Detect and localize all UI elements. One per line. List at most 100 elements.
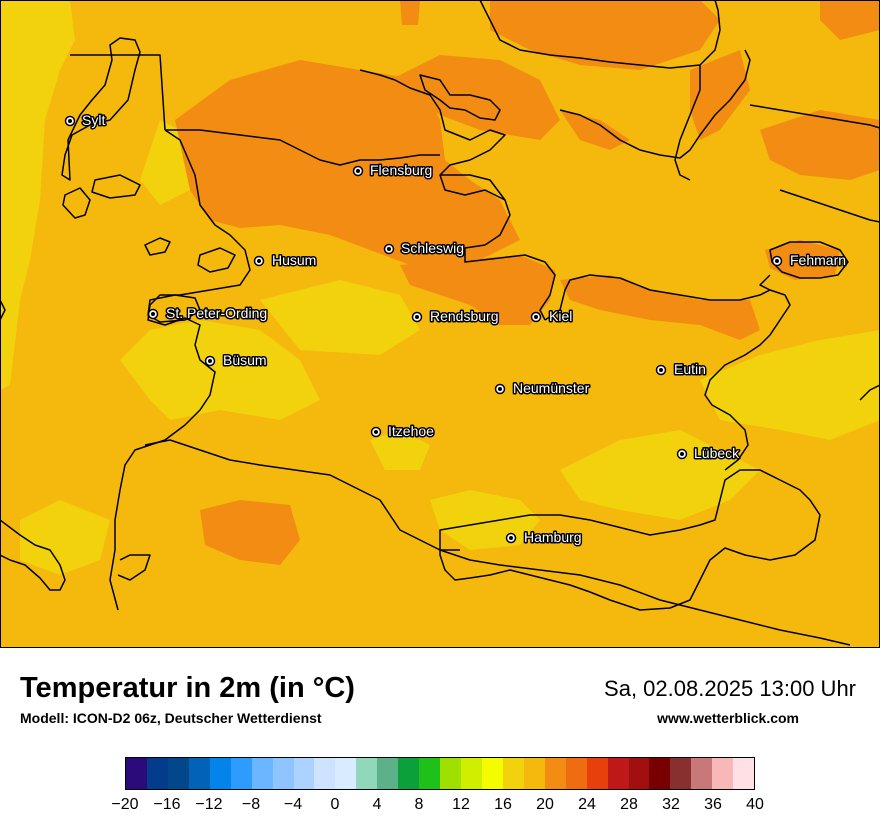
scale-color-cell [126,758,147,789]
foehr [62,187,91,219]
hamburg-border [439,469,821,611]
scale-color-cell [398,758,420,789]
scale-color-cell [544,758,566,789]
scale-color-cell [419,758,441,789]
scale-color-cell [461,758,482,789]
city-schleswig: Schleswig [383,239,466,258]
nordstrand [197,247,236,273]
map-title: Temperatur in 2m (in °C) [20,672,355,704]
city-label-husum: Husum [272,252,316,268]
city-label-eutin: Eutin [674,361,706,377]
scale-color-cell [712,758,734,789]
city-label-fehmarn: Fehmarn [790,252,846,268]
scale-tick-label: 8 [414,796,424,813]
city-label-hamburg: Hamburg [524,529,582,545]
city-label-rendsburg: Rendsburg [430,308,499,324]
scale-color-cell [209,758,231,789]
schlei [440,174,506,201]
scale-color-cell [230,758,252,789]
flensburg-fjord [359,69,556,321]
scale-color-cell [628,758,650,789]
city-label-flensburg: Flensburg [370,162,432,178]
scale-tick-label: 12 [452,796,470,813]
scale-tick-label: −16 [153,796,181,813]
sylt-island [61,37,141,181]
city-label-kiel: Kiel [549,308,572,324]
city-label-st-peter-ording: St. Peter-Ording [166,305,267,321]
city-fehmarn: Fehmarn [771,251,848,270]
amrum [91,174,141,199]
city-st-peter-ording: St. Peter-Ording [147,304,269,323]
city-buesum: Büsum [204,351,268,370]
north-sea-coast-south [0,519,66,591]
lolland [559,49,751,159]
city-label-schleswig: Schleswig [401,240,464,256]
scale-color-cell [335,758,357,789]
scale-tick-label: 4 [372,796,382,813]
scale-tick-label: 20 [536,796,554,813]
kiel-bay [544,274,791,471]
website-credit: www.wetterblick.com [657,710,799,726]
denmark-coast [674,65,701,181]
scale-color-cell [293,758,315,789]
scale-tick-label: 32 [662,796,680,813]
city-sylt: Sylt [64,111,107,130]
scale-color-cell [167,758,189,789]
city-rendsburg: Rendsburg [411,307,500,326]
scale-tick-label: 0 [330,796,340,813]
coastlines-borders [0,0,880,646]
scale-color-cell [502,758,524,789]
scale-color-cell [607,758,629,789]
scale-color-cell [377,758,399,789]
scale-color-cell [733,758,755,789]
scale-tick-label: −20 [111,796,139,813]
scale-color-cell [670,758,692,789]
scale-color-cell [649,758,671,789]
scale-color-cell [586,758,608,789]
scale-color-cell [691,758,713,789]
north-coast-west [0,299,6,321]
scale-color-cell [314,758,336,789]
city-label-itzehoe: Itzehoe [388,423,434,439]
elbe-south [117,554,151,581]
elbe-north [144,439,460,551]
temperature-color-scale [125,757,755,790]
scale-tick-label: −12 [195,796,223,813]
scale-color-cell [251,758,273,789]
scale-tick-label: 40 [746,796,764,813]
pellworm [144,237,171,256]
city-label-neumuenster: Neumünster [513,380,590,396]
scale-color-cell [481,758,503,789]
scale-color-cell [272,758,294,789]
scale-tick-label: 36 [704,796,722,813]
map-footer: Temperatur in 2m (in °C) Modell: ICON-D2… [0,648,880,830]
scale-color-cell [440,758,461,789]
city-label-luebeck: Lübeck [694,445,740,461]
scale-tick-label: −4 [283,796,303,813]
city-eutin: Eutin [655,360,707,379]
city-label-buesum: Büsum [223,352,267,368]
baltic-east [779,189,880,223]
warm-zones [175,0,880,565]
city-label-sylt: Sylt [82,112,105,128]
scale-color-cell [188,758,210,789]
scale-color-cell [565,758,587,789]
elbe-river [439,549,851,646]
denmark-als [419,74,501,121]
scale-tick-label: 28 [620,796,638,813]
scale-color-cell [523,758,545,789]
fehmarn-island [769,241,849,279]
sylt-dam [70,54,166,131]
forecast-datetime: Sa, 02.08.2025 13:00 Uhr [604,676,856,701]
fehmarn-sound [759,274,771,291]
lolland-east [749,104,880,129]
scale-color-cell [356,758,378,789]
city-luebeck: Lübeck [676,444,742,463]
city-neumuenster: Neumünster [494,379,591,398]
scale-tick-label: 24 [578,796,596,813]
scale-color-cell [146,758,168,789]
danish-border [165,129,440,166]
city-kiel: Kiel [530,307,574,326]
city-flensburg: Flensburg [352,161,434,180]
